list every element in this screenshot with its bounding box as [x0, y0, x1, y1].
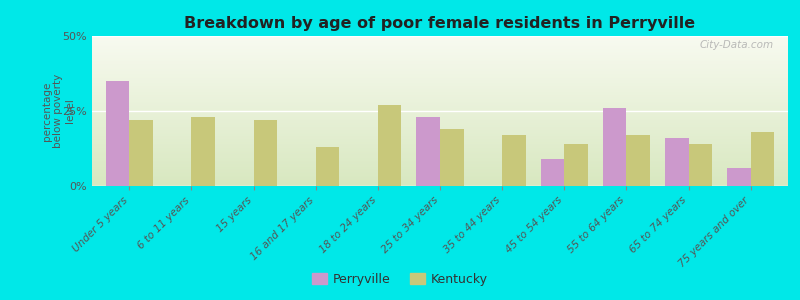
- Bar: [191, 117, 215, 186]
- Bar: [727, 168, 750, 186]
- Bar: [564, 144, 588, 186]
- Bar: [665, 138, 689, 186]
- Bar: [603, 108, 626, 186]
- Bar: [316, 147, 339, 186]
- Title: Breakdown by age of poor female residents in Perryville: Breakdown by age of poor female resident…: [185, 16, 695, 31]
- Bar: [750, 132, 774, 186]
- Bar: [541, 159, 564, 186]
- Bar: [130, 120, 153, 186]
- Y-axis label: percentage
below poverty
level: percentage below poverty level: [42, 74, 75, 148]
- Bar: [378, 105, 402, 186]
- Bar: [106, 81, 130, 186]
- Bar: [416, 117, 440, 186]
- Bar: [440, 129, 464, 186]
- Bar: [689, 144, 712, 186]
- Bar: [502, 135, 526, 186]
- Text: City-Data.com: City-Data.com: [700, 40, 774, 50]
- Bar: [626, 135, 650, 186]
- Bar: [254, 120, 277, 186]
- Legend: Perryville, Kentucky: Perryville, Kentucky: [307, 268, 493, 291]
